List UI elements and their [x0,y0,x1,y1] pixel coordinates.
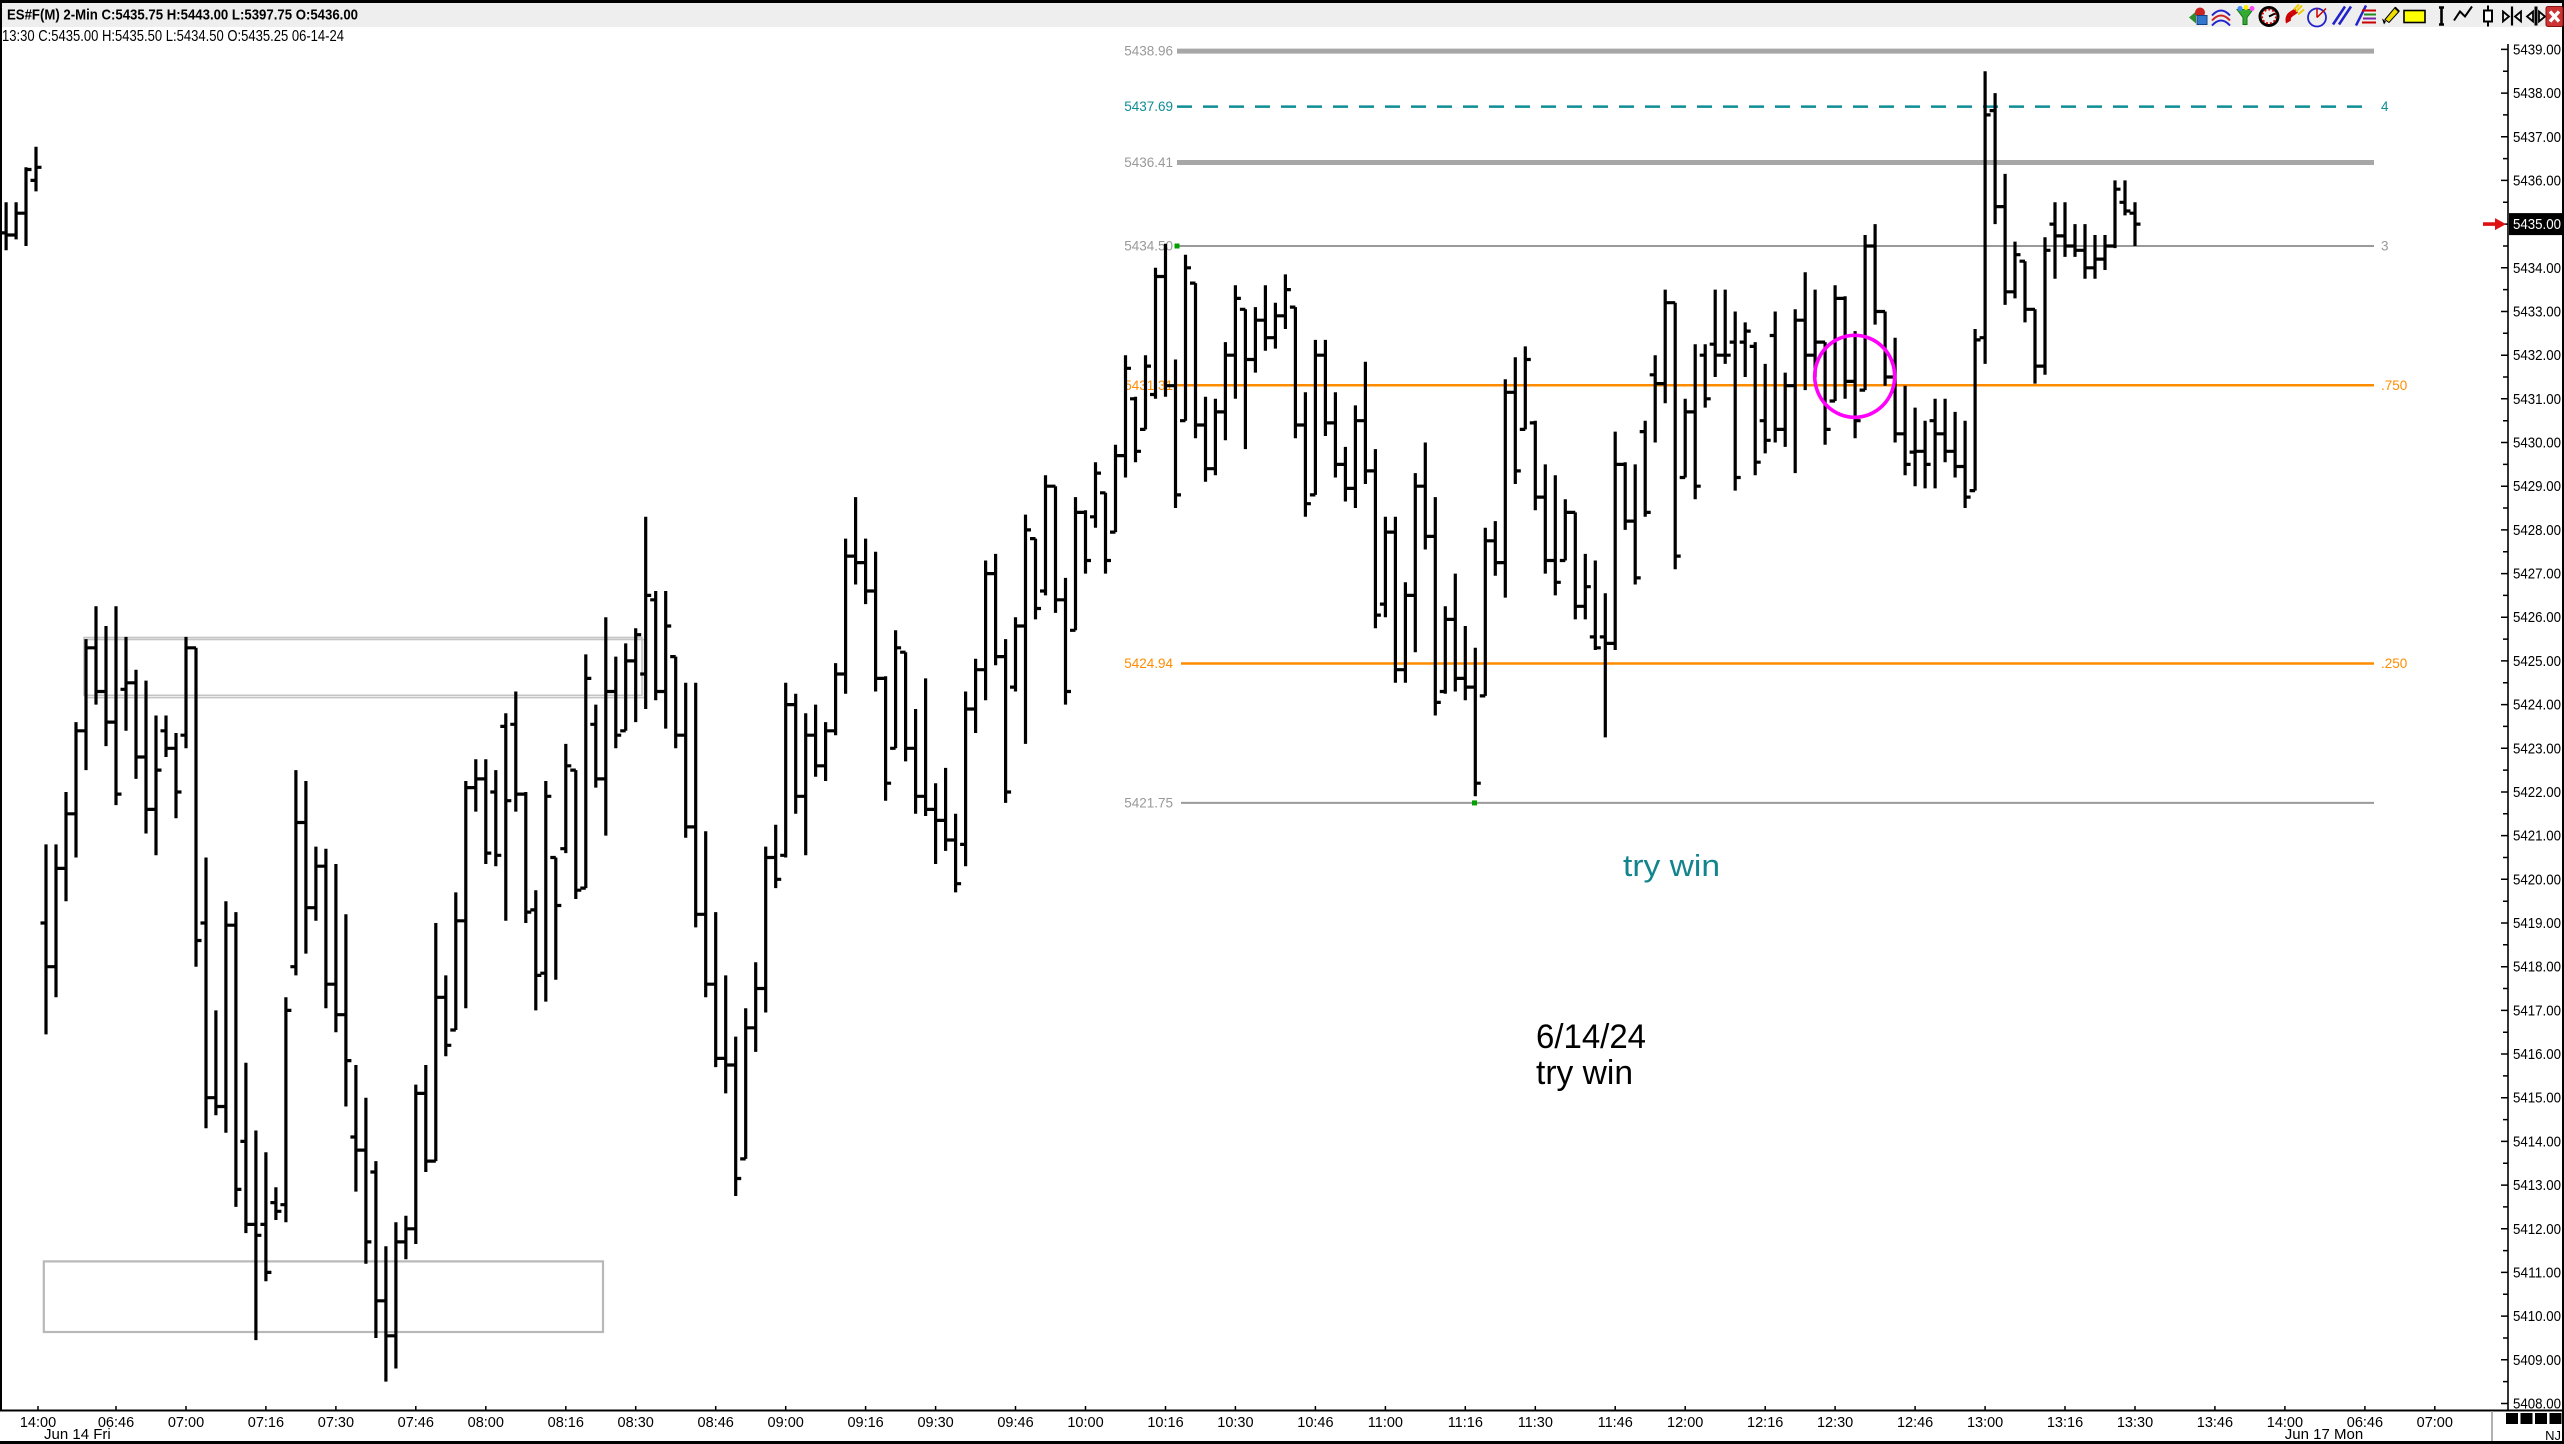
svg-text:6/14/24: 6/14/24 [1536,1018,1646,1056]
svg-text:07:46: 07:46 [398,1415,434,1431]
svg-text:09:00: 09:00 [768,1415,804,1431]
svg-text:08:00: 08:00 [468,1415,504,1431]
svg-text:5435.00: 5435.00 [2513,216,2561,233]
svg-text:5439.00: 5439.00 [2513,41,2561,58]
svg-text:09:30: 09:30 [917,1415,953,1431]
svg-text:5408.00: 5408.00 [2513,1396,2561,1413]
svg-text:Jun 17 Mon: Jun 17 Mon [2285,1426,2363,1443]
svg-text:10:30: 10:30 [1217,1415,1253,1431]
svg-text:5436.41: 5436.41 [1124,155,1173,170]
svg-text:5429.00: 5429.00 [2513,478,2561,495]
svg-text:5421.00: 5421.00 [2513,828,2561,845]
svg-text:5411.00: 5411.00 [2513,1264,2561,1281]
svg-text:14:00: 14:00 [2267,1415,2303,1431]
svg-text:07:16: 07:16 [248,1415,284,1431]
svg-text:5431.00: 5431.00 [2513,391,2561,408]
svg-text:08:30: 08:30 [618,1415,654,1431]
svg-text:try win: try win [1623,848,1720,883]
svg-text:08:46: 08:46 [698,1415,734,1431]
svg-text:5409.00: 5409.00 [2513,1352,2561,1369]
svg-text:13:30: 13:30 [2117,1415,2153,1431]
svg-text:5423.00: 5423.00 [2513,740,2561,757]
svg-text:5416.00: 5416.00 [2513,1046,2561,1063]
svg-text:5433.00: 5433.00 [2513,304,2561,321]
svg-text:10:00: 10:00 [1067,1415,1103,1431]
svg-text:5430.00: 5430.00 [2513,435,2561,452]
svg-text:09:46: 09:46 [997,1415,1033,1431]
svg-text:3: 3 [2381,239,2389,254]
svg-text:5438.96: 5438.96 [1124,44,1173,59]
svg-text:11:30: 11:30 [1518,1415,1553,1431]
svg-text:12:00: 12:00 [1667,1415,1703,1431]
svg-text:5419.00: 5419.00 [2513,915,2561,932]
svg-text:.250: .250 [2381,656,2407,671]
svg-text:09:16: 09:16 [847,1415,883,1431]
svg-text:14:00: 14:00 [20,1415,56,1431]
svg-text:06:46: 06:46 [98,1415,134,1431]
svg-text:06:46: 06:46 [2347,1415,2383,1431]
svg-text:5422.00: 5422.00 [2513,784,2561,801]
svg-text:08:16: 08:16 [548,1415,584,1431]
svg-text:5426.00: 5426.00 [2513,609,2561,626]
svg-text:NJ: NJ [2545,1428,2561,1443]
svg-text:5421.75: 5421.75 [1124,795,1173,810]
svg-text:5432.00: 5432.00 [2513,347,2561,364]
svg-text:07:30: 07:30 [318,1415,354,1431]
svg-text:5410.00: 5410.00 [2513,1308,2561,1325]
svg-text:ES#F(M) 2-Min C:5435.75 H:5443: ES#F(M) 2-Min C:5435.75 H:5443.00 L:5397… [7,7,358,24]
svg-text:07:00: 07:00 [2417,1415,2453,1431]
svg-text:5428.00: 5428.00 [2513,522,2561,539]
svg-text:5414.00: 5414.00 [2513,1133,2561,1150]
svg-text:5438.00: 5438.00 [2513,85,2561,102]
svg-text:5420.00: 5420.00 [2513,871,2561,888]
svg-text:10:46: 10:46 [1297,1415,1333,1431]
svg-text:5424.94: 5424.94 [1124,656,1173,671]
svg-text:5434.50: 5434.50 [1124,239,1173,254]
svg-text:07:00: 07:00 [168,1415,204,1431]
svg-text:11:46: 11:46 [1598,1415,1633,1431]
svg-text:5425.00: 5425.00 [2513,653,2561,670]
svg-text:.750: .750 [2381,378,2407,393]
svg-text:5412.00: 5412.00 [2513,1221,2561,1238]
svg-text:12:16: 12:16 [1747,1415,1783,1431]
svg-text:5413.00: 5413.00 [2513,1177,2561,1194]
svg-text:13:30 C:5435.00 H:5435.50 L:54: 13:30 C:5435.00 H:5435.50 L:5434.50 O:54… [2,28,344,45]
svg-text:13:16: 13:16 [2047,1415,2083,1431]
svg-text:4: 4 [2381,99,2389,114]
svg-text:5418.00: 5418.00 [2513,959,2561,976]
svg-text:5434.00: 5434.00 [2513,260,2561,277]
svg-text:5427.00: 5427.00 [2513,566,2561,583]
svg-text:5436.00: 5436.00 [2513,172,2561,189]
svg-text:5437.69: 5437.69 [1124,99,1173,114]
svg-text:12:46: 12:46 [1897,1415,1933,1431]
svg-text:5424.00: 5424.00 [2513,697,2561,714]
svg-text:11:00: 11:00 [1368,1415,1403,1431]
svg-text:5437.00: 5437.00 [2513,129,2561,146]
svg-text:5417.00: 5417.00 [2513,1002,2561,1019]
svg-text:12:30: 12:30 [1817,1415,1853,1431]
svg-text:Jun 14 Fri: Jun 14 Fri [44,1426,111,1443]
svg-text:11:16: 11:16 [1448,1415,1483,1431]
svg-text:try win: try win [1536,1054,1633,1092]
svg-text:10:16: 10:16 [1147,1415,1183,1431]
svg-text:5431.31: 5431.31 [1124,378,1173,393]
svg-text:13:00: 13:00 [1967,1415,2003,1431]
svg-text:5415.00: 5415.00 [2513,1090,2561,1107]
svg-text:13:46: 13:46 [2197,1415,2233,1431]
